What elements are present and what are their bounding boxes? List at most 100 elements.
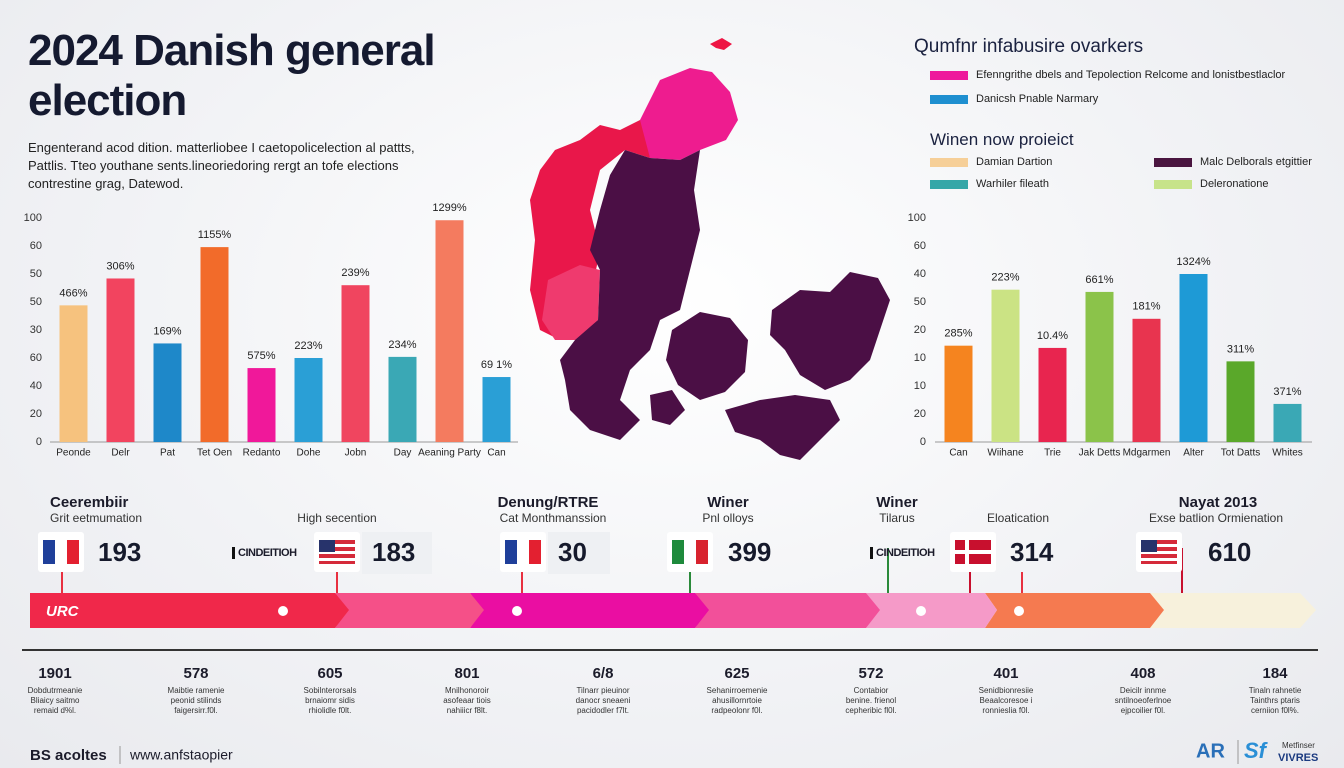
bar-icon: [278, 606, 288, 616]
bar: [1273, 403, 1302, 442]
subtitle: Engenterand acod dition. matterliobee I …: [28, 140, 415, 155]
column-caption: Deicilr innme: [1119, 686, 1167, 695]
card-subheading: Grit eetmumation: [50, 511, 143, 525]
column-number: 801: [454, 665, 480, 682]
y-tick-label: 40: [914, 268, 926, 280]
column-caption: ejpcoilier f0l.: [1120, 706, 1166, 715]
column-caption: Contabior: [853, 686, 889, 695]
footer-logo: VIVRES: [1278, 752, 1318, 764]
column-number: 572: [858, 665, 884, 682]
bar-icon: [1014, 606, 1024, 616]
y-tick-label: 60: [30, 352, 42, 364]
column-caption: danocr sneaeni: [575, 696, 631, 705]
map-region: [542, 265, 600, 340]
card-number: 193: [98, 537, 142, 567]
column-caption: Tinaln rahnetie: [1248, 686, 1302, 695]
legend-swatch: [930, 95, 968, 104]
x-tick-label: Alter: [1183, 448, 1204, 459]
bar: [200, 247, 229, 442]
card-number: 314: [1010, 537, 1054, 567]
map: [530, 38, 890, 460]
map-region: [650, 390, 685, 425]
legend-swatch: [1154, 180, 1192, 189]
x-tick-label: Wiihane: [987, 448, 1024, 459]
column-caption: peonid stilinds: [170, 696, 222, 705]
card-subheading: Eloatication: [986, 511, 1050, 525]
bar: [341, 285, 370, 442]
column-caption: cerniion f0l%.: [1250, 706, 1300, 715]
x-tick-label: Whites: [1272, 448, 1303, 459]
card-subheading: High secention: [297, 511, 377, 525]
footer-logo: Sf: [1244, 738, 1269, 763]
card-heading: Winer: [707, 494, 749, 511]
footer-logo: Metfinser: [1282, 741, 1315, 750]
column-caption: ronnieslia f0l.: [982, 706, 1030, 715]
x-tick-label: Can: [487, 448, 505, 459]
legend-label: Malc Delborals etgittier: [1200, 156, 1312, 168]
flag-us: [314, 532, 360, 572]
y-tick-label: 40: [30, 380, 42, 392]
bar: [294, 358, 323, 442]
card-heading: Nayat 2013: [1178, 494, 1258, 511]
column-caption: Beaalcoresoe i: [979, 696, 1033, 705]
column-caption: brnaiomr sidis: [305, 696, 355, 705]
title: 2024 Danish general election: [28, 26, 436, 125]
bar-label: 466%: [59, 287, 87, 299]
column-number: 578: [183, 665, 209, 682]
y-tick-label: 50: [914, 296, 926, 308]
column-caption: Maibtie ramenie: [167, 686, 225, 695]
subtitle: contrestine grag, Datewod.: [28, 176, 184, 191]
flag-us: [1136, 532, 1182, 572]
bar-label: 1324%: [1176, 256, 1210, 268]
card-subheading: Pnl olloys: [702, 511, 754, 525]
x-tick-label: Can: [949, 448, 967, 459]
y-tick-label: 10: [914, 380, 926, 392]
card-logo: CINDEITIOH: [870, 547, 935, 559]
y-tick-label: 0: [36, 436, 42, 448]
bar: [1179, 274, 1208, 442]
bar-label: 1299%: [432, 202, 466, 214]
bar: [1038, 347, 1067, 442]
timeline-bar: URC: [22, 593, 1318, 651]
legend-label: Efenngrithe dbels and Tepolection Relcom…: [976, 69, 1286, 81]
card-heading: Winer: [876, 494, 918, 511]
y-tick-label: 0: [920, 436, 926, 448]
x-tick-label: Jak Detts: [1079, 448, 1121, 459]
bar: [388, 356, 417, 442]
bar-label: 285%: [944, 328, 972, 340]
column-caption: remaid d%l.: [33, 706, 77, 715]
bar-label: 1155%: [198, 229, 232, 241]
bar-label: 239%: [341, 267, 369, 279]
bar: [1226, 361, 1255, 442]
card-subheading: Cat Monthmanssion: [499, 511, 607, 525]
bar-label: 371%: [1273, 386, 1301, 398]
column-caption: asofeaar tiois: [443, 696, 491, 705]
legend-label: Danicsh Pnable Narmary: [976, 93, 1099, 105]
flags: [38, 532, 1182, 574]
column-number: 605: [317, 665, 343, 682]
number-box: [362, 532, 432, 574]
x-tick-label: Tot Datts: [1221, 448, 1260, 459]
x-tick-label: Redanto: [243, 448, 281, 459]
flag-italy: [667, 532, 713, 572]
subtitle: Pattlis. Tteo youthane sents.lineoriedor…: [28, 158, 399, 173]
map-region: [770, 272, 890, 390]
y-tick-label: 50: [30, 268, 42, 280]
column-number: 625: [724, 665, 750, 682]
column-caption: nahiiicr f8lt.: [446, 706, 488, 715]
column-caption: Sobilnterorsals: [303, 686, 357, 695]
x-tick-label: Delr: [111, 448, 130, 459]
bar-label: URC: [46, 603, 80, 620]
column-caption: Tilnarr pieuinor: [576, 686, 630, 695]
bar-icon: [916, 606, 926, 616]
legend-label: Warhiler fileath: [976, 178, 1049, 190]
x-tick-label: Aeaning Party: [418, 448, 481, 459]
column-caption: benine. frienol: [845, 696, 897, 705]
bar-label: 575%: [247, 350, 275, 362]
y-tick-label: 30: [30, 324, 42, 336]
bar-segment: [695, 593, 880, 628]
bar: [1132, 318, 1161, 442]
column-number: 1901: [38, 665, 72, 682]
card-number: 30: [558, 537, 587, 567]
